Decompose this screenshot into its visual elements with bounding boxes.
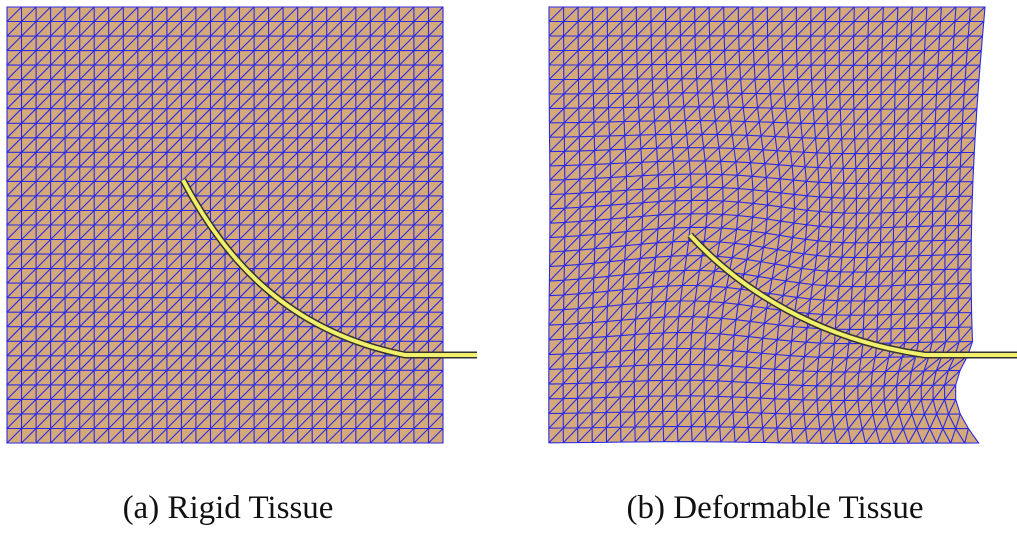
deformable-mesh	[549, 7, 985, 444]
caption: (b) Deformable Tissue	[627, 490, 924, 526]
figure: (a) Rigid Tissue (b) Deformable Tissue	[0, 0, 1017, 534]
caption: (a) Rigid Tissue	[123, 490, 334, 526]
rigid-mesh	[7, 7, 443, 443]
mesh-edges	[7, 7, 443, 443]
page: (a) Rigid Tissue (b) Deformable Tissue (…	[0, 0, 1017, 534]
